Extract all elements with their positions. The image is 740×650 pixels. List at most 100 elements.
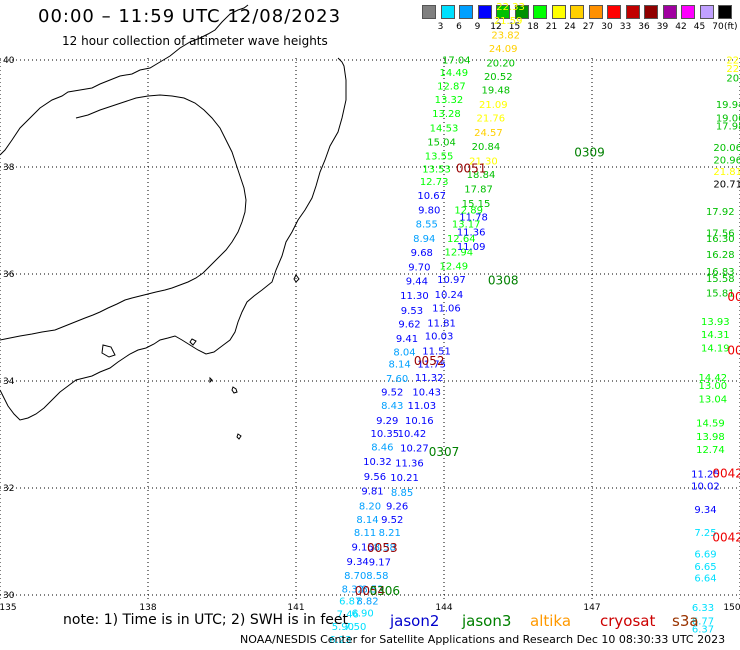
swh-value-label: 8.70 [344, 571, 366, 582]
swh-value-label: 21.59 [494, 16, 523, 27]
swh-value-label: 8.94 [413, 234, 435, 245]
swh-value-label: 13.53 [422, 164, 451, 175]
swh-value-label: 10.42 [398, 429, 427, 440]
colorbar-label: 6 [456, 22, 462, 32]
swh-value-label: 11.09 [457, 242, 486, 253]
pass-time-label: 0042 [712, 466, 740, 480]
lat-lon-grid [0, 58, 740, 600]
swh-value-label: 22.8 [726, 56, 740, 67]
swh-value-label: 9.15 [351, 543, 373, 554]
colorbar-swatch [422, 5, 436, 19]
swh-value-label: 10.43 [412, 387, 441, 398]
swh-value-label: 10.21 [390, 473, 419, 484]
swh-value-label: 13.98 [696, 432, 725, 443]
swh-value-label: 12.89 [454, 206, 483, 217]
swh-value-label: 14.31 [701, 330, 730, 341]
swh-value-label: 20.52 [484, 72, 513, 83]
swh-value-label: 13.04 [699, 394, 728, 405]
swh-value-label: 12.73 [420, 177, 449, 188]
swh-value-label: 6.33 [692, 603, 714, 614]
lon-tick-label: 144 [435, 603, 452, 613]
swh-value-label: 9.34 [694, 505, 716, 516]
swh-value-label: 9.26 [386, 501, 408, 512]
axis-labels: 135 138 141 144 147 150 30 32 34 36 38 40 [0, 56, 740, 613]
swh-value-label: 15.04 [427, 138, 456, 149]
colorbar-swatch [644, 5, 658, 19]
colorbar-swatch [440, 5, 455, 19]
colorbar-swatch [662, 5, 677, 19]
swh-value-label: 20.1 [726, 73, 740, 84]
swh-value-label: 11.51 [422, 346, 451, 357]
colorbar-swatch [718, 5, 732, 19]
colorbar-label: 70 [712, 22, 724, 32]
swh-value-label: 22.9 [726, 64, 740, 75]
swh-value-label: 22.33 [496, 2, 525, 13]
lat-tick-label: 32 [3, 484, 14, 494]
footer-credit: NOAA/NESDIS Center for Satellite Applica… [240, 633, 726, 646]
pass-time-label: 0052 [414, 354, 445, 368]
swh-value-label: 8.11 [354, 528, 376, 539]
swh-value-label: 8.52 [361, 584, 383, 595]
lat-tick-label: 38 [3, 163, 15, 173]
swh-value-label: 14.59 [696, 418, 725, 429]
swh-value-label: 10.03 [425, 331, 454, 342]
satellite-legend-jason3: jason3 [462, 612, 512, 630]
swh-value-label: 10.27 [400, 444, 429, 455]
map-subtitle: 12 hour collection of altimeter wave hei… [62, 34, 328, 48]
lat-tick-label: 34 [3, 377, 15, 387]
colorbar-swatch [588, 5, 603, 19]
swh-value-label: 6.37 [692, 624, 714, 635]
pass-time-label: 0054 [355, 584, 386, 598]
swh-value-label: 16.28 [706, 250, 735, 261]
swh-value-label: 15.15 [462, 199, 491, 210]
swh-value-label: 9.53 [401, 306, 423, 317]
swh-value-label: 11.81 [427, 318, 456, 329]
colorbar-label: 9 [474, 22, 481, 32]
colorbar-label: 27 [582, 22, 595, 32]
swh-value-label: 9.34 [347, 557, 369, 568]
swh-value-label: 11.06 [432, 303, 461, 314]
colorbar-label: 45 [693, 22, 706, 32]
island-outlines [101, 274, 300, 440]
swh-value-label: 10.24 [435, 290, 464, 301]
swh-value-label: 6.87 [339, 597, 361, 608]
swh-value-label: 10.67 [417, 191, 446, 202]
swh-value-label: 17.98 [716, 122, 740, 133]
swh-value-label: 11.36 [457, 227, 486, 238]
lat-tick-label: 30 [3, 591, 15, 601]
swh-value-label: 13.28 [432, 109, 461, 120]
swh-value-label: 18.84 [467, 170, 496, 181]
swh-value-label: 15.81 [706, 288, 735, 299]
pass-time-label: 0051 [456, 161, 487, 175]
swh-value-label: 7.25 [694, 528, 716, 539]
swh-value-label: 9.52 [381, 387, 403, 398]
lon-tick-label: 141 [287, 603, 304, 613]
swh-value-label: 9.52 [381, 515, 403, 526]
pass-time-label: 00 [727, 290, 740, 304]
lon-tick-label: 135 [0, 603, 17, 613]
swh-value-label: 8.46 [371, 443, 393, 454]
pass-time-label: 0309 [574, 145, 605, 159]
swh-value-label: 19.06 [716, 114, 740, 125]
swh-value-label: 11.03 [407, 401, 436, 412]
swh-value-label: 21.81 [713, 167, 740, 178]
colorbar-swatch [459, 5, 473, 19]
colorbar-label: 18 [527, 22, 539, 32]
swh-value-label: 6.77 [692, 616, 714, 627]
swh-value-label: 13.55 [425, 152, 454, 163]
pass-time-label: 0306 [370, 584, 401, 598]
swh-value-label: 20.20 [486, 58, 515, 69]
swh-value-label: 24.57 [474, 128, 503, 139]
colorbar-swatch [570, 5, 584, 19]
swh-value-label: 8.14 [388, 360, 410, 371]
swh-value-label: 12.64 [447, 234, 476, 245]
swh-value-label: 11.25 [691, 469, 720, 480]
swh-value-label: 21.30 [469, 156, 498, 167]
swh-value-label: 8.85 [391, 488, 413, 499]
swh-value-label: 10.97 [437, 275, 466, 286]
colorbar-swatch [477, 5, 492, 19]
map-title: 00:00 – 11:59 UTC 12/08/2023 [38, 6, 342, 27]
swh-value-label: 14.19 [701, 344, 730, 355]
